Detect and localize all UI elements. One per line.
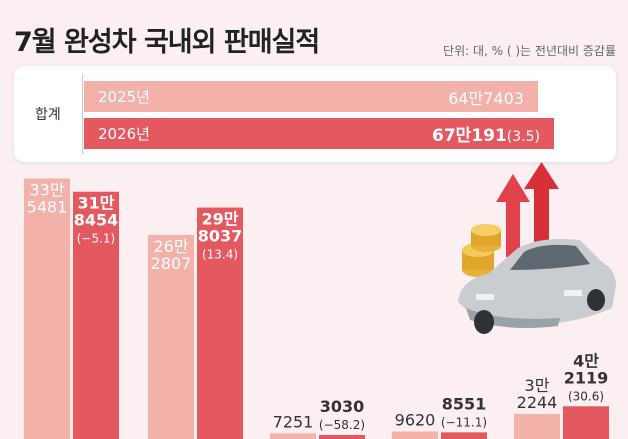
label-2025-5-2: 2244 — [517, 393, 558, 412]
bar-2026-3 — [319, 435, 365, 439]
arrow-up-icon — [496, 162, 559, 257]
bar-2026-4 — [441, 432, 487, 439]
summary-value-2026: 67만191(3.5) — [432, 121, 540, 146]
summary-bar-2025: 2025년 64만7403 — [84, 81, 538, 112]
label-2025-1-1: 33만 — [29, 181, 64, 200]
label-2026-4-1: 8551 — [442, 394, 487, 413]
unit-note: 단위: 대, % ( )는 전년대비 증감률 — [443, 44, 616, 58]
car-icon — [458, 239, 616, 334]
label-2026-1-1: 31만 — [78, 194, 115, 213]
summary-value-2025: 64만7403 — [448, 88, 524, 108]
bar-2025-5 — [514, 413, 560, 439]
label-2026-4-2: (−11.1) — [441, 415, 487, 429]
label-2025-2-1: 26만 — [153, 237, 188, 256]
label-2026-5-1: 4만 — [573, 351, 599, 370]
label-2026-5-3: (30.6) — [568, 389, 604, 403]
car-illustration — [458, 162, 616, 334]
label-2025-3-1: 7251 — [273, 412, 314, 431]
summary-divider — [82, 74, 83, 154]
bar-2026-1 — [73, 191, 119, 439]
bar-2025-1 — [24, 178, 70, 439]
label-2026-3-1: 3030 — [320, 397, 365, 416]
summary-bar-2026: 2026년 67만191(3.5) — [84, 118, 554, 149]
summary-year-2025: 2025년 — [98, 88, 150, 106]
coins-icon — [462, 224, 501, 277]
bar-2026-2 — [197, 207, 243, 439]
bar-2026-5 — [563, 406, 609, 439]
summary-label: 합계 — [35, 107, 61, 123]
summary-change-2026: (3.5) — [506, 129, 540, 145]
label-2026-3-2: (−58.2) — [319, 418, 365, 432]
bar-2025-3 — [270, 433, 316, 439]
label-2026-1-2: 8454 — [74, 211, 119, 230]
label-2026-1-3: (−5.1) — [77, 232, 116, 246]
label-2025-1-2: 5481 — [27, 198, 68, 217]
summary-year-2026: 2026년 — [98, 125, 150, 143]
summary-value-2026-number: 67만191 — [432, 126, 507, 146]
summary-panel: 합계 2025년 64만7403 2026년 67만191(3.5) — [14, 66, 616, 162]
label-2025-2-2: 2807 — [151, 254, 192, 273]
label-2025-4-1: 9620 — [395, 411, 436, 430]
page-title: 7월 완성차 국내외 판매실적 — [14, 27, 320, 58]
bar-2025-4 — [392, 431, 438, 439]
bar-2025-2 — [148, 234, 194, 439]
label-2026-2-2: 8037 — [198, 227, 243, 246]
label-2025-5-1: 3만 — [525, 376, 550, 395]
label-2026-5-2: 2119 — [564, 368, 609, 387]
label-2026-2-3: (13.4) — [202, 248, 238, 262]
label-2026-2-1: 29만 — [202, 210, 239, 229]
